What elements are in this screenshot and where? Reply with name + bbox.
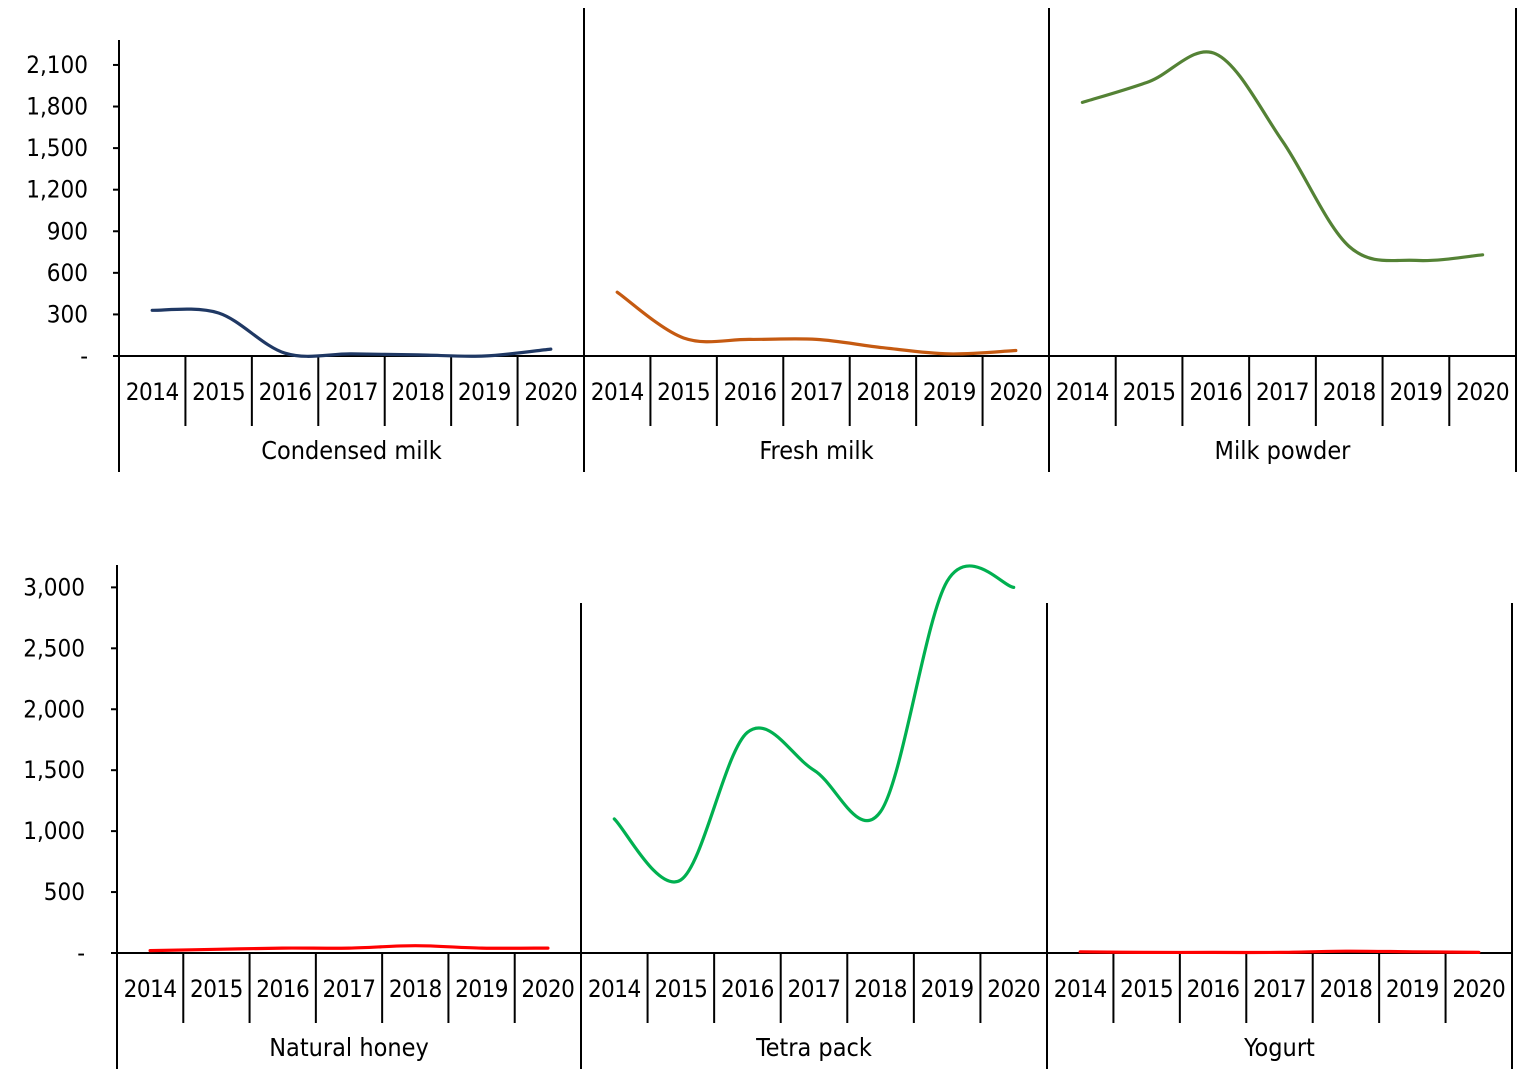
x-tick-label: 2020 — [1452, 975, 1505, 1003]
panel-natural-honey: 2014 2015 2016 2017 2018 2019 2020 Natural hone… — [116, 944, 582, 1069]
series-line-yogurt — [1078, 949, 1481, 955]
y-tick-label: 600 — [47, 259, 88, 287]
x-tick-label: 2014 — [126, 378, 179, 406]
x-tick-label: 2020 — [521, 975, 574, 1003]
panel-tetra-pack: 2014 2015 2016 2017 2018 2019 2020 Tetra pack — [580, 564, 1048, 1069]
x-tick-label: 2018 — [856, 378, 909, 406]
y-tick-label: 1,000 — [23, 817, 85, 845]
panel-fresh-milk: 2014 2015 2016 2017 2018 2019 2020 Fresh milk — [583, 8, 1050, 472]
x-tick-label: 2017 — [323, 975, 376, 1003]
panel-yogurt: 2014 2015 2016 2017 2018 2019 2020 Yogurt — [1046, 603, 1513, 1069]
panel-milk-powder: 2014 2015 2016 2017 2018 2019 2020 Milk powder — [1048, 8, 1517, 472]
series-line-milk-powder — [1080, 50, 1485, 263]
x-tick-label: 2019 — [455, 975, 508, 1003]
x-tick-label: 2020 — [989, 378, 1042, 406]
x-tick-label: 2019 — [1386, 975, 1439, 1003]
series-line-natural-honey — [148, 944, 550, 953]
x-tick-label: 2016 — [721, 975, 774, 1003]
category-label: Yogurt — [1243, 1033, 1315, 1062]
x-tick-label: 2016 — [1187, 975, 1240, 1003]
x-tick-label: 2017 — [790, 378, 843, 406]
x-tick-label: 2017 — [788, 975, 841, 1003]
series-line-fresh-milk — [615, 290, 1018, 356]
y-tick-label: 2,100 — [26, 51, 88, 79]
x-tick-label: 2016 — [259, 378, 312, 406]
y-tick-label: - — [80, 342, 88, 370]
series-line-condensed-milk — [150, 307, 553, 358]
y-tick-label: 500 — [44, 878, 85, 906]
x-tick-label: 2016 — [256, 975, 309, 1003]
x-tick-label: 2015 — [190, 975, 243, 1003]
y-tick-label: 2,000 — [23, 695, 85, 723]
x-tick-label: 2019 — [1389, 378, 1442, 406]
y-tick-label: 1,500 — [23, 756, 85, 784]
x-tick-label: 2014 — [124, 975, 177, 1003]
x-tick-label: 2015 — [657, 378, 710, 406]
x-tick-label: 2015 — [654, 975, 707, 1003]
category-label: Natural honey — [269, 1033, 429, 1062]
x-tick-label: 2020 — [1456, 378, 1509, 406]
x-tick-label: 2017 — [1256, 378, 1309, 406]
x-tick-label: 2020 — [987, 975, 1040, 1003]
category-label: Milk powder — [1215, 436, 1352, 465]
series-line-tetra-pack — [612, 564, 1016, 884]
x-tick-label: 2014 — [588, 975, 641, 1003]
y-tick-label: 2,500 — [23, 634, 85, 662]
x-tick-label: 2015 — [1120, 975, 1173, 1003]
category-label: Tetra pack — [755, 1033, 872, 1062]
y-tick-label: 1,500 — [26, 134, 88, 162]
x-tick-label: 2019 — [921, 975, 974, 1003]
y-tick-label: 3,000 — [23, 573, 85, 601]
x-tick-label: 2018 — [389, 975, 442, 1003]
x-tick-label: 2016 — [724, 378, 777, 406]
x-tick-label: 2017 — [325, 378, 378, 406]
x-tick-label: 2014 — [591, 378, 644, 406]
x-tick-label: 2018 — [854, 975, 907, 1003]
x-tick-label: 2018 — [1323, 378, 1376, 406]
category-label: Condensed milk — [261, 436, 442, 465]
y-tick-label: 1,800 — [26, 93, 88, 121]
x-tick-label: 2020 — [524, 378, 577, 406]
x-tick-label: 2017 — [1253, 975, 1306, 1003]
x-tick-label: 2014 — [1056, 378, 1109, 406]
category-label: Fresh milk — [759, 436, 873, 465]
x-tick-label: 2015 — [192, 378, 245, 406]
y-tick-label: - — [77, 939, 85, 967]
x-tick-label: 2018 — [391, 378, 444, 406]
x-tick-label: 2019 — [923, 378, 976, 406]
x-tick-label: 2019 — [458, 378, 511, 406]
x-tick-label: 2015 — [1123, 378, 1176, 406]
panel-condensed-milk: 2014 2015 2016 2017 2018 2019 2020 Condensed mi… — [118, 307, 585, 472]
y-tick-label: 300 — [47, 300, 88, 328]
y-tick-label: 900 — [47, 217, 88, 245]
x-tick-label: 2016 — [1189, 378, 1242, 406]
x-tick-label: 2018 — [1319, 975, 1372, 1003]
x-tick-label: 2014 — [1054, 975, 1107, 1003]
y-tick-label: 1,200 — [26, 176, 88, 204]
